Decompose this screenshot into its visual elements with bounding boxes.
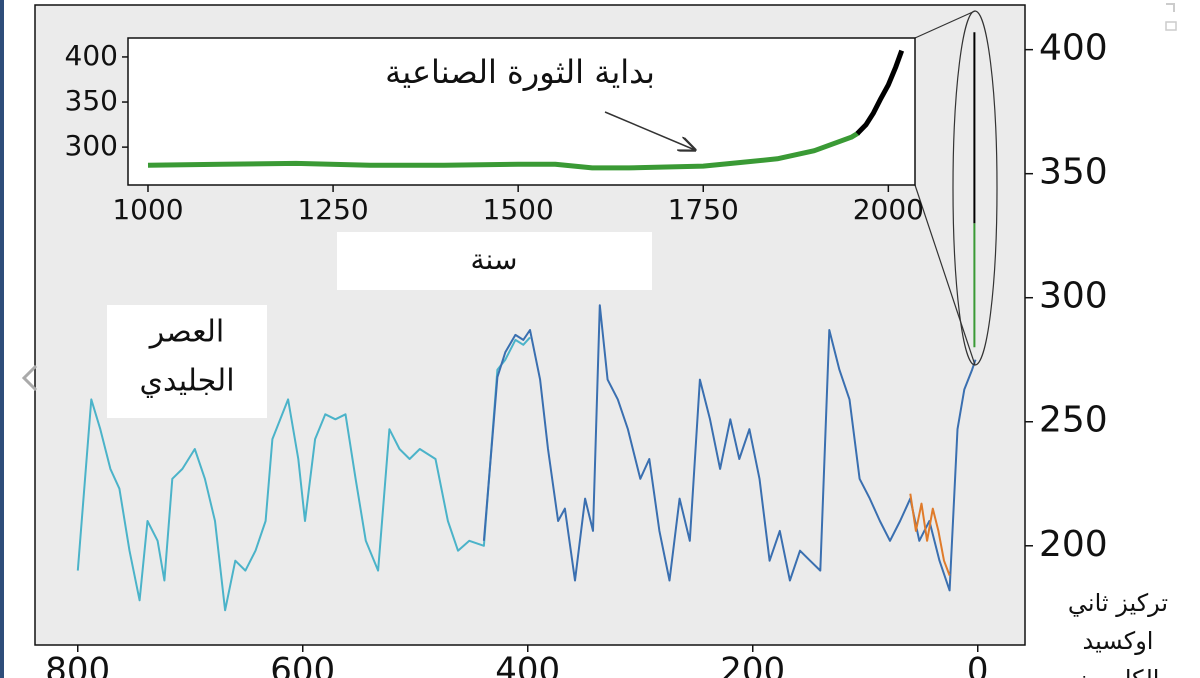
annotation: الجليدي [139,364,234,399]
x-tick-label: 2000 [853,193,924,226]
y-axis-label: اوكسيد [1083,627,1154,655]
inset-x-label: سنة [471,243,518,276]
y-axis-label: تركيز ثاني [1068,589,1168,617]
annotation: العصر [148,315,225,350]
corner-icon[interactable] [1165,21,1177,31]
y-tick-label: 350 [1039,152,1108,193]
corner-icon[interactable] [1166,3,1175,12]
x-tick-label: 1500 [483,193,554,226]
x-tick-label: 400 [495,651,560,678]
label-box [107,305,267,418]
y-axis-label: الكاربون [1077,665,1160,678]
x-tick-label: 800 [45,651,110,678]
annotation: بداية الثورة الصناعية [385,53,655,91]
y-tick-label: 400 [1039,28,1108,69]
frame-edge [0,0,4,678]
y-tick-label: 350 [65,84,118,117]
x-tick-label: 200 [720,651,785,678]
y-tick-label: 300 [1039,276,1108,317]
y-tick-label: 250 [1039,400,1108,441]
series-line [147,130,860,171]
prev-arrow[interactable] [21,364,38,392]
x-tick-label: 1750 [668,193,739,226]
series-line [76,336,531,612]
zoom-connector [914,10,976,39]
label-box [337,232,652,290]
inset-chart: 300 350 400 1000 1250 1500 1750 2000 [65,39,924,226]
annotation-arrow [604,111,695,150]
zoom-connector [914,184,976,366]
x-tick-label: 1000 [112,193,183,226]
inset-plot [127,37,916,186]
series-line [482,304,977,592]
y-tick-label: 200 [1039,524,1108,565]
series-line [909,493,951,576]
series-line [855,49,905,136]
y-tick-label: 300 [65,129,118,162]
y-tick-label: 400 [65,39,118,72]
x-tick-label: 1250 [297,193,368,226]
x-tick-label: 600 [270,651,335,678]
x-tick-label: 0 [967,651,989,678]
